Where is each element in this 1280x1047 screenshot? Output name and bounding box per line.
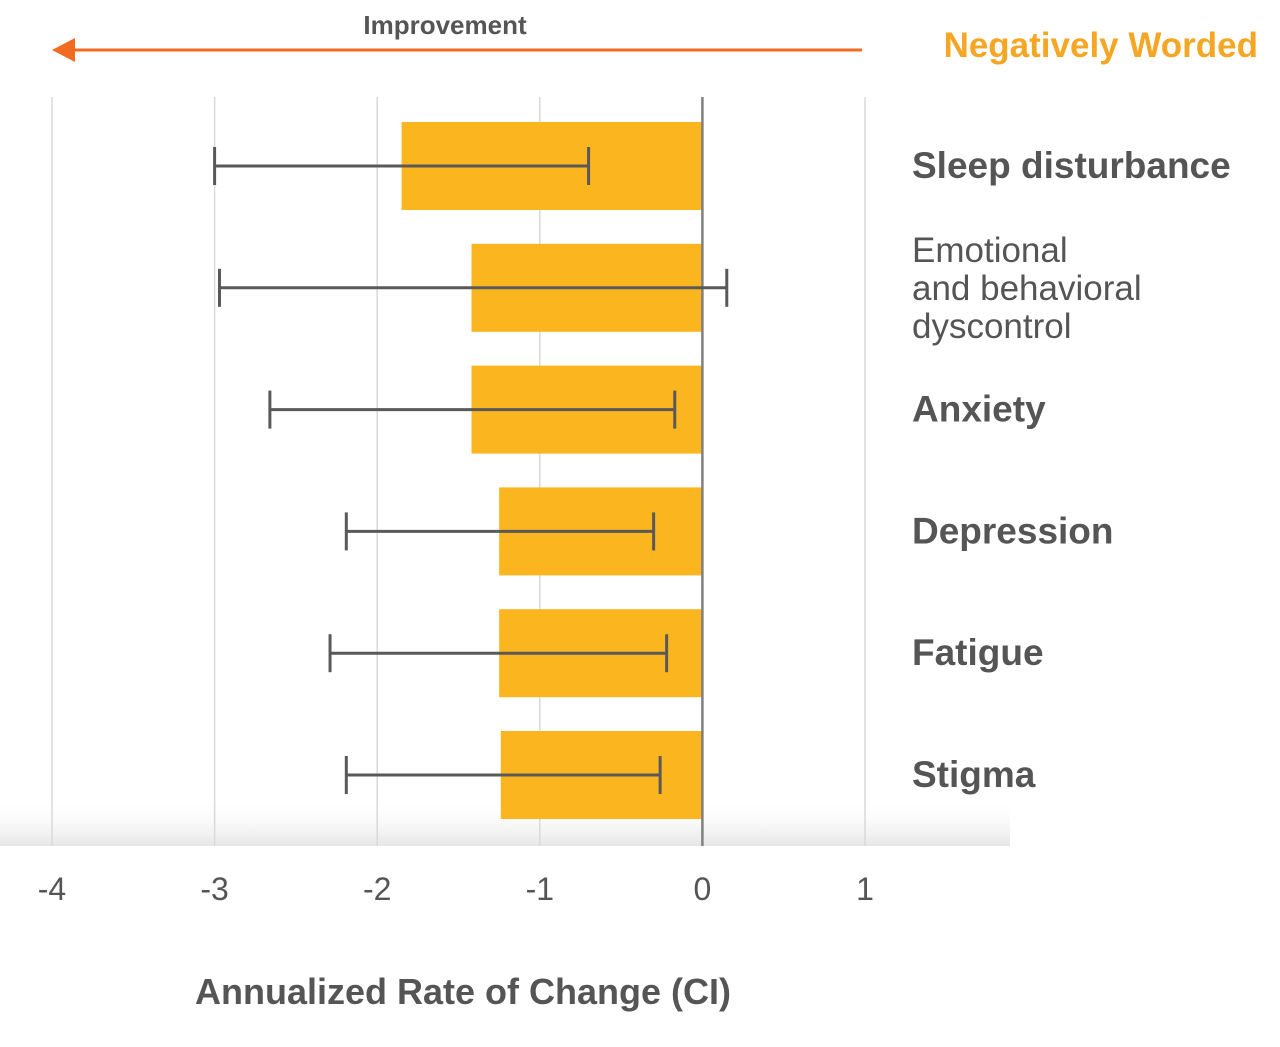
grid-lines <box>51 97 866 846</box>
error-bar <box>344 512 656 551</box>
bars <box>401 122 703 819</box>
error-bar <box>328 634 669 673</box>
category-label: Anxiety <box>912 389 1046 430</box>
category-label-line: Stigma <box>912 754 1036 795</box>
improvement-label: Improvement <box>363 10 527 40</box>
category-label-line: Depression <box>912 510 1114 551</box>
improvement-arrow: Improvement <box>52 10 862 62</box>
category-label: Fatigue <box>912 632 1044 673</box>
x-tick-label: -1 <box>526 871 554 907</box>
arrow-left-icon <box>52 38 75 62</box>
category-label-line: Sleep disturbance <box>912 145 1231 186</box>
category-label: Sleep disturbance <box>912 145 1231 186</box>
x-tick-label: -2 <box>363 871 391 907</box>
error-bar <box>217 268 729 307</box>
x-axis-title: Annualized Rate of Change (CI) <box>195 971 731 1012</box>
x-tick-label: -4 <box>38 871 66 907</box>
x-tick-labels: -4 -3 -2 -1 0 1 <box>38 871 874 907</box>
error-bar <box>213 147 591 185</box>
error-bar <box>344 756 662 794</box>
category-label: Stigma <box>912 754 1036 795</box>
category-label-line: Fatigue <box>912 632 1044 673</box>
x-tick-label: 0 <box>694 871 712 907</box>
panel-title: Negatively Worded <box>944 26 1258 65</box>
category-label-line: Anxiety <box>912 389 1046 430</box>
category-label-line: dyscontrol <box>912 307 1072 346</box>
x-tick-label: 1 <box>856 871 874 907</box>
category-label: Depression <box>912 510 1114 551</box>
error-bar <box>268 390 677 429</box>
category-label: Emotional and behavioral dyscontrol <box>912 231 1142 346</box>
x-tick-label: -3 <box>200 871 228 907</box>
category-label-line: Emotional <box>912 231 1068 270</box>
error-bars <box>213 147 729 794</box>
category-label-line: and behavioral <box>912 269 1142 308</box>
category-labels: Sleep disturbance Emotional and behavioral… <box>912 145 1231 795</box>
